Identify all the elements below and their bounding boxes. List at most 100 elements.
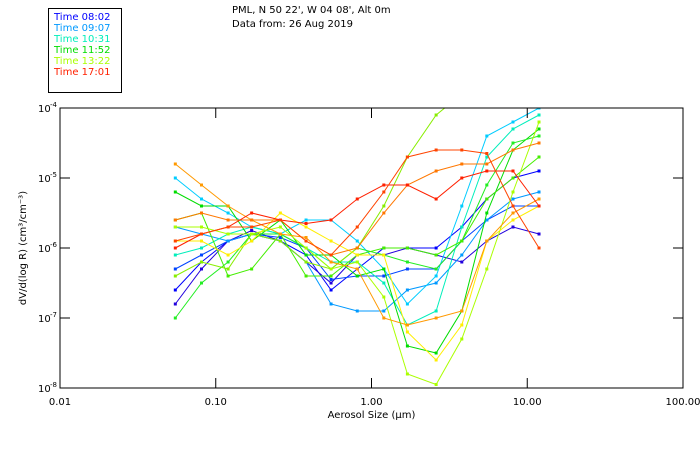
data-point (278, 225, 282, 229)
data-point (329, 274, 333, 278)
data-point (485, 79, 488, 82)
data-point (434, 113, 438, 117)
x-tick-label: 10.00 (513, 397, 542, 408)
data-point (304, 274, 308, 278)
data-point (355, 225, 359, 229)
data-point (511, 176, 515, 180)
y-axis-label: dV/d(log R) (cm³/cm⁻³) (18, 191, 29, 305)
series-line (174, 163, 540, 326)
data-point (199, 246, 203, 250)
data-point (173, 239, 177, 243)
data-point (199, 225, 203, 229)
y-tick-exponent: -5 (50, 171, 57, 179)
data-point (538, 65, 541, 68)
data-point (405, 323, 409, 327)
data-point (460, 253, 464, 257)
data-point (434, 281, 438, 285)
data-point (355, 309, 359, 313)
data-point (173, 176, 177, 180)
data-point (405, 267, 409, 271)
data-point (537, 190, 541, 194)
data-point (511, 197, 515, 201)
data-point (434, 351, 438, 355)
data-point (485, 169, 489, 173)
series-line (175, 156, 540, 277)
data-point (250, 211, 254, 215)
y-tick-label: 10 (38, 384, 51, 395)
data-point (382, 253, 386, 257)
data-point (511, 204, 515, 208)
data-point (355, 274, 359, 278)
y-tick-exponent: -6 (50, 241, 58, 249)
data-point (434, 358, 438, 362)
data-point (485, 218, 489, 222)
data-point (226, 211, 230, 215)
data-point (434, 169, 438, 173)
data-point (173, 288, 177, 292)
data-point (511, 190, 515, 194)
data-point (226, 225, 230, 229)
data-point (355, 260, 359, 264)
data-point (405, 260, 409, 264)
data-point (355, 197, 359, 201)
data-point (173, 302, 177, 306)
data-point (304, 225, 308, 229)
data-point (511, 120, 515, 124)
data-point (485, 211, 489, 215)
y-tick-label: 10 (38, 244, 51, 255)
data-point (304, 253, 308, 257)
data-point (405, 330, 409, 334)
data-point (405, 246, 409, 250)
data-point (199, 239, 203, 243)
data-point (434, 246, 438, 250)
data-point (173, 190, 177, 194)
legend-entry: Time 11:52 (54, 45, 111, 56)
x-tick-label: 0.01 (49, 397, 71, 408)
series-line (175, 205, 540, 361)
chart-header: PML, N 50 22', W 04 08', Alt 0m Data fro… (232, 4, 391, 32)
y-tick-exponent: -7 (50, 311, 57, 319)
data-point (382, 190, 386, 194)
data-point (329, 260, 333, 264)
x-axis-label: Aerosol Size (µm) (328, 410, 416, 421)
x-tick-label: 1.00 (360, 397, 382, 408)
data-point (226, 204, 230, 208)
data-point (537, 246, 541, 250)
data-point (304, 222, 308, 225)
data-point (355, 253, 359, 257)
data-point (329, 278, 333, 281)
data-point (329, 288, 333, 292)
data-point (511, 127, 515, 131)
data-point (199, 232, 203, 236)
data-point (173, 218, 177, 222)
data-point (460, 323, 464, 327)
data-point (382, 246, 386, 250)
legend-entry: Time 17:01 (54, 67, 111, 78)
data-point (460, 148, 464, 152)
legend-entry: Time 09:07 (54, 23, 111, 34)
data-point (460, 93, 463, 96)
y-tick-exponent: -4 (50, 101, 58, 109)
data-point (537, 169, 541, 173)
data-point (537, 108, 541, 110)
data-point (250, 225, 254, 229)
data-point (485, 155, 489, 159)
y-tick-label: 10 (38, 104, 51, 115)
data-point (511, 169, 515, 173)
data-point (537, 127, 541, 131)
data-point (355, 267, 359, 271)
data-point (485, 267, 489, 271)
data-point (511, 141, 515, 145)
data-point (278, 218, 282, 222)
y-tick-label: 10 (38, 174, 51, 185)
data-point (382, 211, 386, 215)
data-point (382, 281, 386, 285)
data-point (173, 225, 177, 229)
data-point (537, 232, 541, 236)
data-point (434, 197, 438, 201)
plot-frame (59, 107, 684, 389)
data-point (250, 239, 254, 243)
data-point (278, 236, 282, 239)
data-point (226, 267, 230, 271)
data-point (304, 246, 308, 250)
